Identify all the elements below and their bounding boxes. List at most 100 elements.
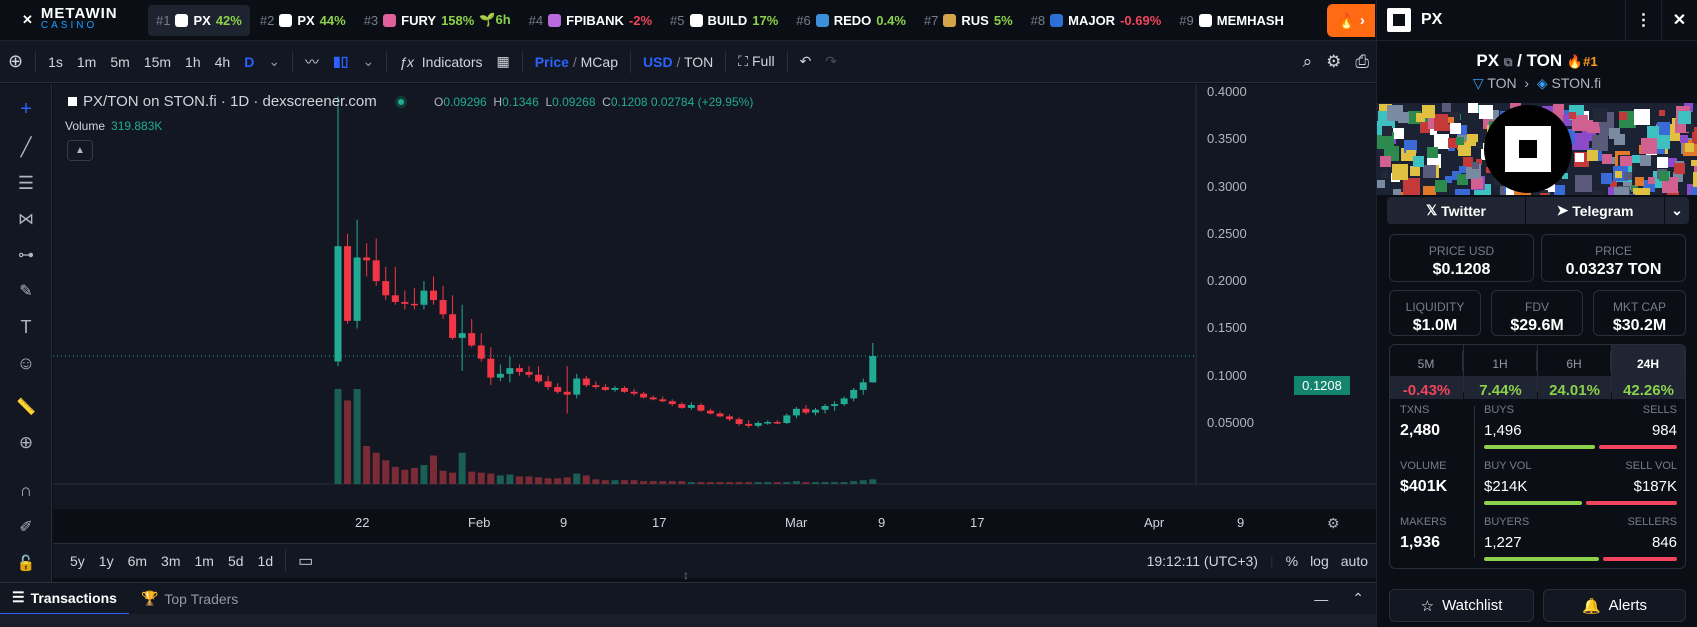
interval-dropdown-icon[interactable]: ⌄ — [268, 53, 281, 69]
add-symbol-icon[interactable]: ⊕ — [8, 51, 24, 71]
percent-scale-toggle[interactable]: % — [1285, 553, 1299, 569]
ticker-item[interactable]: #1 PX 42% — [148, 4, 250, 36]
timeframe-1h[interactable]: 1H 7.44% — [1464, 345, 1538, 399]
price-option[interactable]: Price — [534, 53, 569, 70]
watchlist-button[interactable]: ☆ Watchlist — [1389, 589, 1534, 622]
tab-top-traders[interactable]: 🏆 Top Traders — [129, 583, 250, 615]
indicators-button[interactable]: ƒx Indicators — [392, 54, 489, 70]
resize-handle-icon[interactable]: ↕ — [683, 568, 689, 582]
axis-settings-icon[interactable]: ⚙ — [1327, 515, 1340, 531]
candle-body — [535, 374, 543, 382]
timeframe-5m[interactable]: 5M -0.43% — [1390, 345, 1464, 399]
ticker-item[interactable]: #9 MEMHASH — [1171, 5, 1297, 36]
chart-canvas[interactable] — [53, 84, 1376, 509]
mosaic-tile — [1609, 157, 1616, 164]
ticker-rank: #5 — [670, 12, 685, 28]
chain-name[interactable]: TON — [1487, 75, 1517, 91]
lock-icon[interactable]: 🔓 — [16, 555, 36, 572]
ticker-item[interactable]: #5 BUILD 17% — [662, 5, 786, 36]
price-mcap-toggle[interactable]: Price / MCap — [534, 53, 618, 70]
interval-5m[interactable]: 5m — [110, 53, 130, 70]
tab-transactions[interactable]: ☰ Transactions — [0, 583, 129, 615]
redo-icon[interactable]: ↷ — [825, 53, 838, 69]
brush-icon[interactable]: ✎ — [19, 283, 33, 300]
forecast-icon[interactable]: ⊶ — [18, 247, 34, 264]
pair-quote: TON — [1526, 51, 1563, 70]
copy-icon[interactable]: ⧉ — [1503, 55, 1513, 69]
volume-bar — [812, 482, 819, 484]
socials-dropdown-icon[interactable]: ⌄ — [1671, 202, 1683, 218]
alerts-button[interactable]: 🔔 Alerts — [1543, 589, 1686, 622]
ticker-item[interactable]: #8 MAJOR -0.69% — [1023, 5, 1170, 36]
candle-body — [353, 257, 361, 321]
dex-name[interactable]: STON.fi — [1551, 75, 1602, 91]
ticker-item[interactable]: #2 PX 44% — [252, 5, 354, 36]
chart-toolbar: ⊕ 1s 1m 5m 15m 1h 4h D ⌄ 〰 ▮▯ ⌄ ƒx Indicators … — [0, 41, 1376, 83]
range-3m[interactable]: 3m — [161, 553, 181, 569]
metawin-logo[interactable]: ✕ METAWIN CASINO — [0, 6, 148, 32]
trendline-icon[interactable]: ╱ — [20, 136, 32, 157]
timeframe-6h[interactable]: 6H 24.01% — [1538, 345, 1612, 399]
lock-drawing-icon[interactable]: ✐ — [19, 519, 33, 536]
x-tick-label: 9 — [1237, 515, 1245, 530]
log-scale-toggle[interactable]: log — [1310, 553, 1329, 569]
search-icon[interactable]: ⌕ — [1302, 51, 1313, 71]
zoom-in-icon[interactable]: ⊕ — [18, 433, 34, 452]
ticker-item[interactable]: #7 RUS 5% — [916, 5, 1021, 36]
magnet-icon[interactable]: ∩ — [19, 481, 33, 500]
range-1y[interactable]: 1y — [98, 553, 114, 569]
more-icon[interactable]: ⋮ — [1625, 0, 1661, 40]
interval-15m[interactable]: 15m — [143, 53, 172, 70]
range-5y[interactable]: 5y — [70, 553, 85, 569]
currency-toggle[interactable]: USD / TON — [643, 53, 714, 70]
pattern-icon[interactable]: ⋈ — [18, 211, 34, 228]
ticker-item[interactable]: #3 FURY 158% 🌱6h — [356, 5, 519, 36]
minimize-icon[interactable]: — — [1314, 590, 1329, 607]
fib-icon[interactable]: ☰ — [17, 172, 35, 193]
tab-transactions-label: Transactions — [30, 589, 117, 606]
chart-type-dropdown-icon[interactable]: ⌄ — [362, 53, 375, 69]
ticker-item[interactable]: #4 FPIBANK -2% — [521, 5, 660, 36]
crosshair-icon[interactable]: + — [20, 97, 32, 120]
close-icon[interactable]: ✕ — [1661, 0, 1697, 40]
interval-1h[interactable]: 1h — [185, 53, 201, 70]
ticker-rank: #1 — [156, 12, 171, 28]
expand-icon[interactable]: ⌃ — [1352, 590, 1364, 606]
line-chart-icon[interactable]: 〰 — [305, 53, 320, 70]
mosaic-tile — [1377, 180, 1385, 188]
range-1d[interactable]: 1d — [257, 553, 274, 569]
emoji-icon[interactable]: ☺ — [16, 352, 36, 373]
collapse-legend-button[interactable]: ▲ — [67, 140, 93, 161]
volume-stat-value: $401K — [1400, 478, 1448, 495]
twitter-button[interactable]: 𝕏 Twitter — [1387, 197, 1526, 224]
interval-D[interactable]: D — [244, 53, 255, 70]
clock-time[interactable]: 19:12:11 (UTC+3) — [1146, 553, 1258, 569]
price-chart[interactable] — [53, 84, 1376, 509]
ticker-item[interactable]: #6 REDO 0.4% — [788, 5, 914, 36]
ton-option[interactable]: TON — [683, 53, 714, 70]
date-range-icon[interactable]: ▭ — [298, 553, 314, 570]
candle-body — [410, 303, 418, 306]
interval-1s[interactable]: 1s — [48, 53, 63, 70]
interval-1m[interactable]: 1m — [76, 53, 97, 70]
usd-option[interactable]: USD — [643, 53, 673, 70]
text-icon[interactable]: T — [20, 316, 32, 337]
range-6m[interactable]: 6m — [127, 553, 148, 569]
ruler-icon[interactable]: 📏 — [16, 399, 36, 416]
templates-icon[interactable]: ▦ — [496, 53, 510, 69]
range-5d[interactable]: 5d — [227, 553, 244, 569]
fullscreen-button[interactable]: ⛶ Full — [731, 53, 781, 70]
undo-icon[interactable]: ↶ — [799, 53, 812, 69]
timeframe-24h[interactable]: 24H 42.26% — [1612, 345, 1685, 399]
mcap-option[interactable]: MCap — [580, 53, 618, 70]
interval-4h[interactable]: 4h — [214, 53, 231, 70]
auto-scale-toggle[interactable]: auto — [1340, 553, 1368, 569]
trending-fire-button[interactable]: 🔥 › — [1327, 4, 1375, 37]
volume-bar — [458, 452, 466, 484]
token-icon — [815, 13, 829, 27]
candles-icon[interactable]: ▮▯ — [333, 53, 349, 69]
gear-icon[interactable]: ⚙ — [1326, 51, 1342, 71]
camera-icon[interactable]: ⎙ — [1355, 51, 1369, 71]
range-1m[interactable]: 1m — [194, 553, 214, 569]
telegram-button[interactable]: ➤ Telegram — [1526, 197, 1665, 224]
